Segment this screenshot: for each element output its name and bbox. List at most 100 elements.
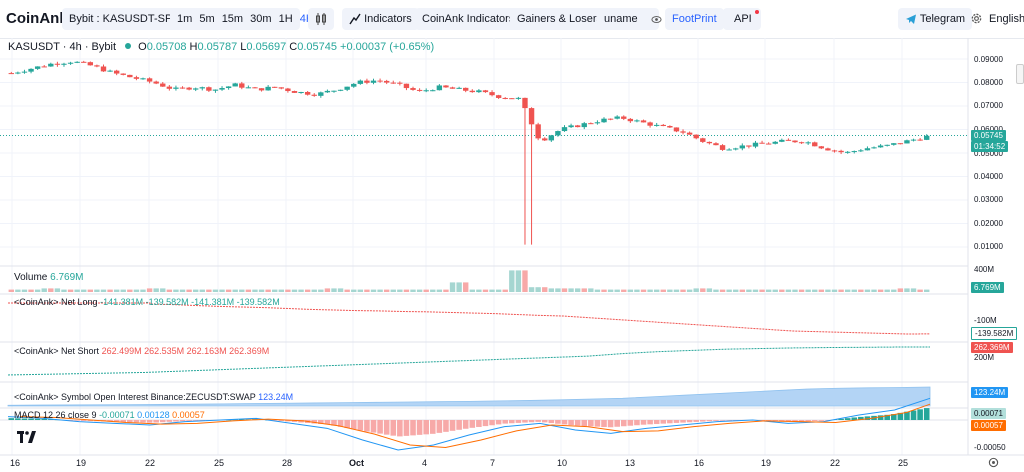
eye-icon xyxy=(651,15,662,23)
volume-bar xyxy=(733,289,739,292)
volume-bar xyxy=(502,289,508,292)
timeframe-1h[interactable]: 1H xyxy=(278,13,293,25)
volume-bar xyxy=(463,282,469,292)
volume-bar xyxy=(614,289,620,292)
language-selector[interactable]: English xyxy=(989,13,1024,25)
top-toolbar: CoinAnk Bybit : KASUSDT-SPOT 1m 5m 15m 3… xyxy=(0,0,1024,39)
coinank-indicators-button[interactable]: CoinAnk Indicators xyxy=(415,8,522,30)
symbol-selector-label: Bybit : KASUSDT-SPOT xyxy=(69,13,188,25)
candle-body xyxy=(792,140,798,143)
volume-legend[interactable]: Volume 6.769M xyxy=(14,272,84,283)
legend-symbol[interactable]: KASUSDT · 4h · Bybit xyxy=(8,41,116,53)
candle-body xyxy=(397,82,403,84)
volume-bar xyxy=(489,289,495,292)
candle-body xyxy=(825,148,831,151)
scroll-handle[interactable] xyxy=(1016,64,1024,84)
macd-histogram-bar xyxy=(818,420,825,421)
net-short-legend[interactable]: <CoinAnk> Net Short 262.499M 262.535M 26… xyxy=(14,346,269,356)
candle-body xyxy=(133,77,140,79)
macd-histogram-bar xyxy=(489,420,495,426)
chart-type-button[interactable] xyxy=(308,8,334,30)
candle-body xyxy=(258,88,265,91)
candle-body xyxy=(601,118,607,123)
volume-bar xyxy=(146,288,153,292)
open-interest-legend[interactable]: <CoinAnk> Symbol Open Interest Binance:Z… xyxy=(14,392,293,402)
volume-bar xyxy=(528,287,535,292)
candle-body xyxy=(904,140,910,144)
symbol-selector[interactable]: Bybit : KASUSDT-SPOT xyxy=(62,8,195,30)
volume-bar xyxy=(897,288,904,292)
candles-icon xyxy=(316,13,326,26)
candle-body xyxy=(245,87,252,89)
timeframe-5m[interactable]: 5m xyxy=(199,13,215,25)
candle-body xyxy=(127,74,133,78)
timeframe-30m[interactable]: 30m xyxy=(250,13,272,25)
candle-body xyxy=(21,71,28,73)
macd-histogram-bar xyxy=(397,420,403,437)
volume-bar xyxy=(48,288,54,292)
volume-bar xyxy=(858,289,864,292)
volume-bar xyxy=(765,289,772,292)
price-chart[interactable] xyxy=(0,38,1024,472)
candle-body xyxy=(272,86,278,88)
volume-bar xyxy=(686,289,693,292)
volume-bar xyxy=(574,288,581,292)
telegram-button[interactable]: Telegram xyxy=(898,8,973,30)
volume-bar xyxy=(667,289,673,292)
macd-legend[interactable]: MACD 12 26 close 9 -0.00071 0.00128 0.00… xyxy=(14,410,205,420)
time-tick: 22 xyxy=(145,458,156,468)
gainers-losers-label: Gainers & Losers xyxy=(517,13,602,25)
gainers-losers-button[interactable]: Gainers & Losers xyxy=(510,8,609,30)
volume-bar xyxy=(904,288,910,292)
tradingview-logo-icon[interactable] xyxy=(17,430,37,444)
indicators-button[interactable]: Indicators xyxy=(342,8,419,30)
timeframe-15m[interactable]: 15m xyxy=(221,13,244,25)
macd-histogram-bar xyxy=(113,420,120,422)
volume-bar xyxy=(153,288,159,292)
volume-bar xyxy=(67,289,74,292)
volume-bar xyxy=(278,289,284,292)
macd-histogram-bar xyxy=(74,420,80,421)
macd-histogram-bar xyxy=(700,420,706,422)
macd-histogram-bar xyxy=(15,418,21,420)
volume-bar xyxy=(8,289,14,292)
candle-body xyxy=(713,143,719,146)
candle-body xyxy=(298,92,304,94)
candle-body xyxy=(871,147,877,149)
volume-bar xyxy=(812,289,818,292)
gear-icon[interactable] xyxy=(970,12,983,25)
candle-body xyxy=(574,125,581,128)
volume-bar xyxy=(370,289,377,292)
time-tick: 7 xyxy=(490,458,496,468)
candle-body xyxy=(146,78,153,82)
candle-body xyxy=(423,90,429,92)
settings-icon[interactable] xyxy=(988,457,999,468)
macd-histogram-bar xyxy=(719,420,726,421)
volume-bar xyxy=(160,288,166,292)
timeframe-1m[interactable]: 1m xyxy=(177,13,193,25)
macd-histogram-bar xyxy=(601,420,607,428)
net-long-legend[interactable]: <CoinAnk> Net Long -141.381M -139.582M -… xyxy=(14,297,280,307)
volume-bar xyxy=(225,289,232,292)
username-button[interactable]: uname xyxy=(597,8,662,30)
candle-body xyxy=(140,78,146,80)
volume-bar xyxy=(864,289,871,292)
candle-body xyxy=(759,142,765,144)
footprint-label: FootPrint xyxy=(672,13,717,25)
api-button[interactable]: API xyxy=(723,8,761,30)
candle-body xyxy=(318,92,324,96)
macd-histogram-bar xyxy=(568,420,574,426)
candle-body xyxy=(337,89,344,91)
volume-bar xyxy=(522,270,528,292)
candle-body xyxy=(456,87,462,89)
app-logo[interactable]: CoinAnk xyxy=(6,10,68,27)
macd-histogram-bar xyxy=(21,418,28,420)
footprint-button[interactable]: FootPrint xyxy=(665,8,724,30)
candle-body xyxy=(179,87,186,89)
candle-body xyxy=(166,86,173,89)
macd-histogram-bar xyxy=(732,420,739,421)
candle-body xyxy=(719,145,726,150)
macd-histogram-bar xyxy=(28,418,34,420)
candle-body xyxy=(219,88,225,90)
volume-bar xyxy=(272,289,278,292)
